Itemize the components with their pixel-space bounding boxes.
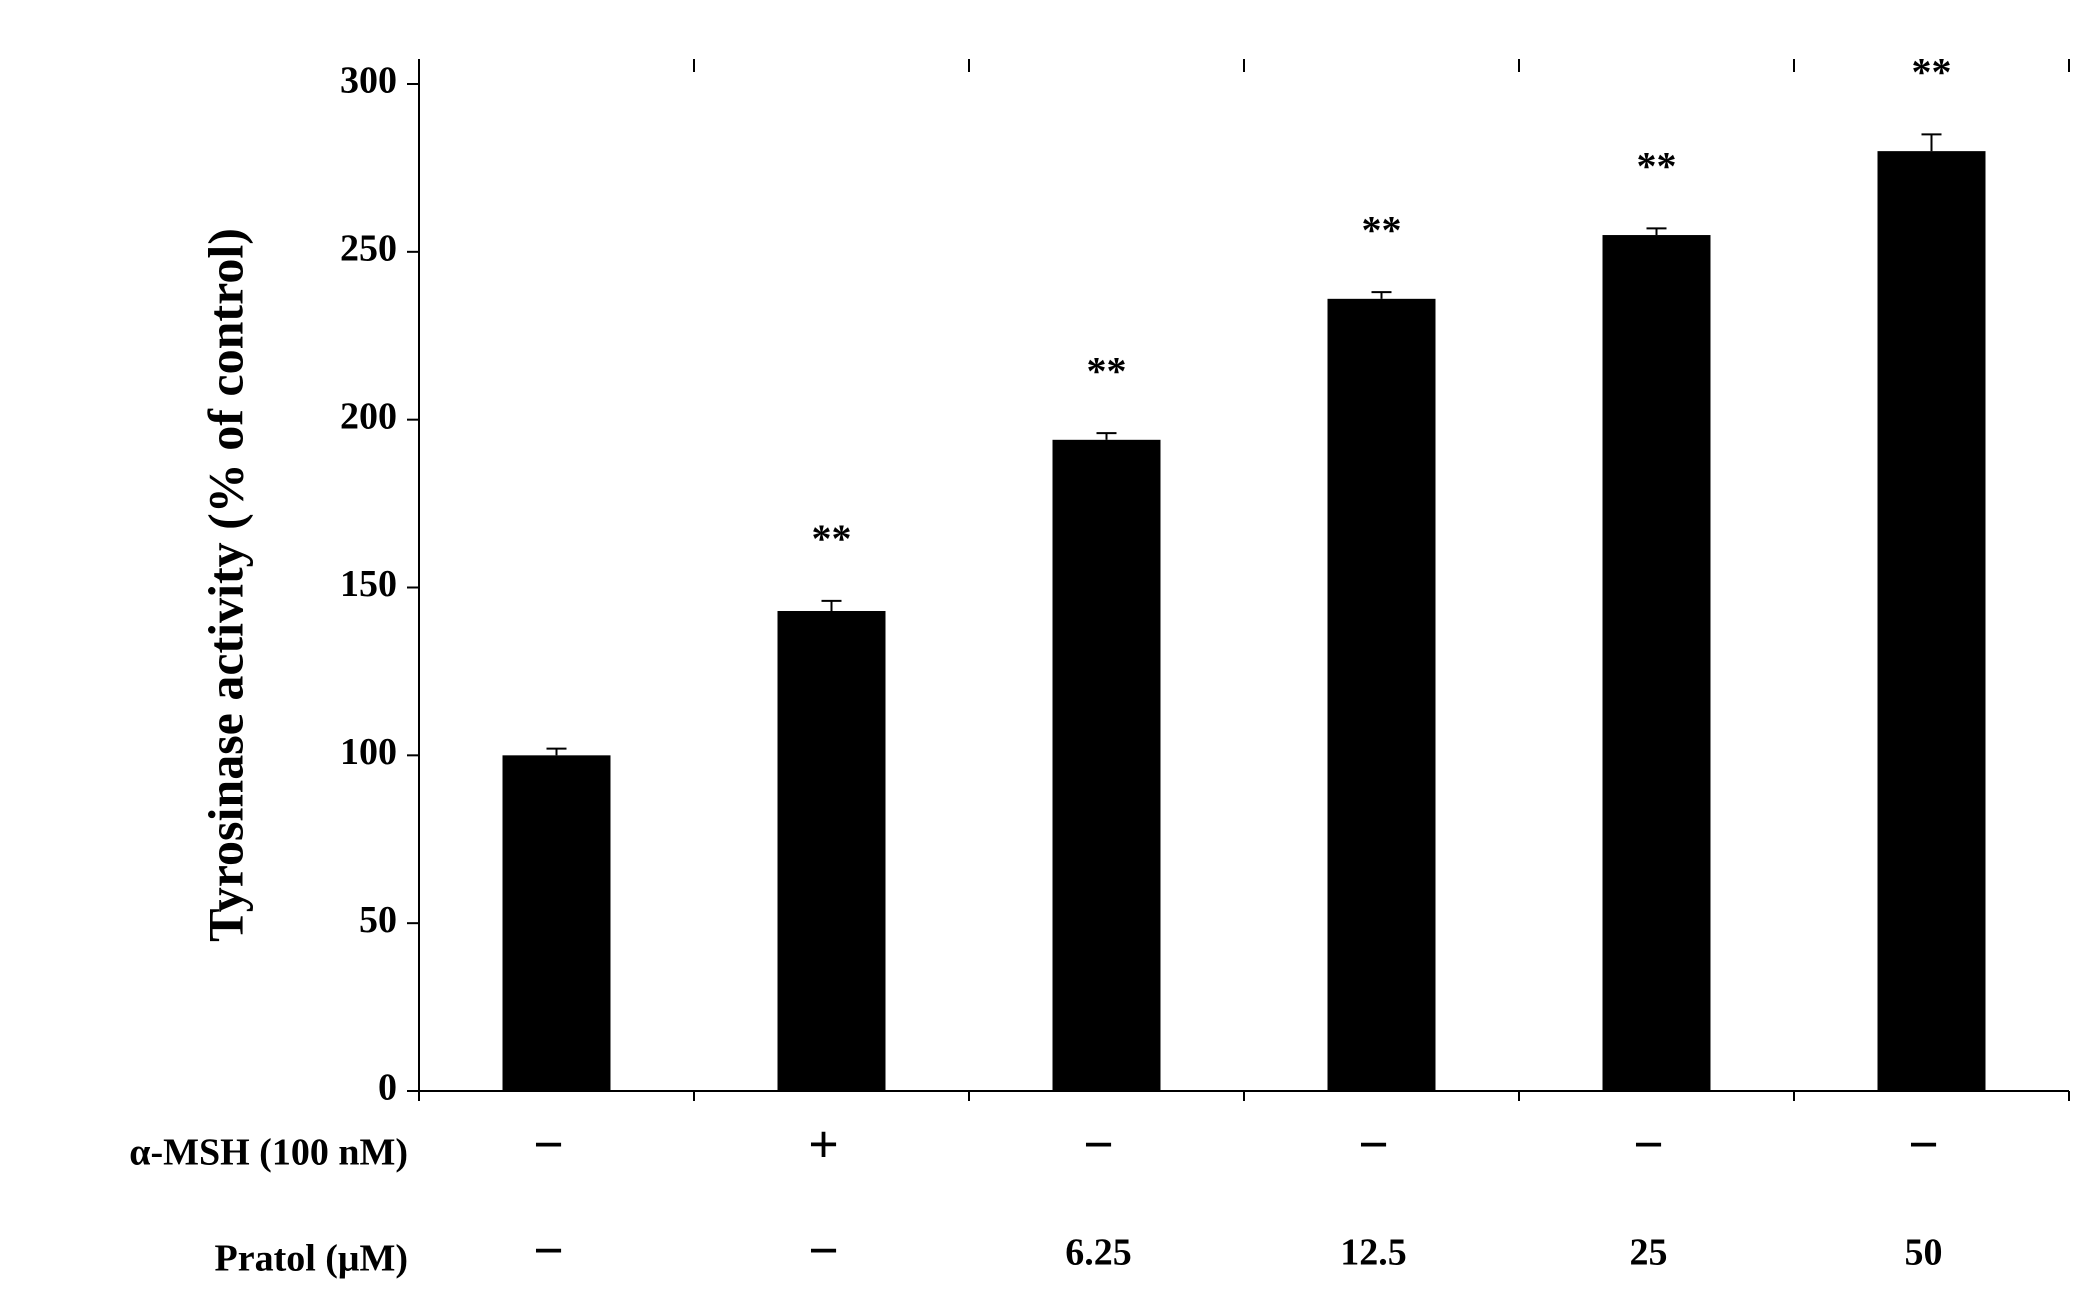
row-value: − [1358, 1114, 1389, 1174]
bar [1877, 151, 1986, 1092]
bar [1602, 235, 1711, 1092]
row-value: 25 [1630, 1232, 1668, 1274]
row-value: 6.25 [1065, 1232, 1132, 1274]
significance-label: ** [1362, 207, 1402, 252]
bar [502, 755, 611, 1091]
row-value: − [1908, 1114, 1939, 1174]
bar [1327, 298, 1436, 1091]
y-tick-label: 0 [378, 1067, 397, 1109]
row-value: − [808, 1220, 839, 1280]
y-tick-label: 100 [340, 731, 397, 773]
significance-label: ** [1637, 144, 1677, 189]
y-axis-label: Tyrosinase activity (% of control) [197, 228, 253, 942]
bar [1052, 439, 1161, 1092]
y-tick-label: 250 [340, 228, 397, 270]
row-value: − [1633, 1114, 1664, 1174]
significance-label: ** [812, 516, 852, 561]
row-value: 50 [1905, 1232, 1943, 1274]
row-value: − [533, 1220, 564, 1280]
y-tick-label: 300 [340, 60, 397, 102]
row-value: + [808, 1114, 839, 1174]
row-value: − [533, 1114, 564, 1174]
row-label: α-MSH (100 nM) [129, 1132, 408, 1174]
row-label: Pratol (μM) [214, 1238, 408, 1280]
y-tick-label: 150 [340, 563, 397, 605]
y-tick-label: 50 [359, 899, 397, 941]
significance-label: ** [1912, 50, 1952, 95]
row-value: 12.5 [1340, 1232, 1407, 1274]
bar [777, 610, 886, 1091]
significance-label: ** [1087, 348, 1127, 393]
y-tick-label: 200 [340, 395, 397, 437]
row-value: − [1083, 1114, 1114, 1174]
